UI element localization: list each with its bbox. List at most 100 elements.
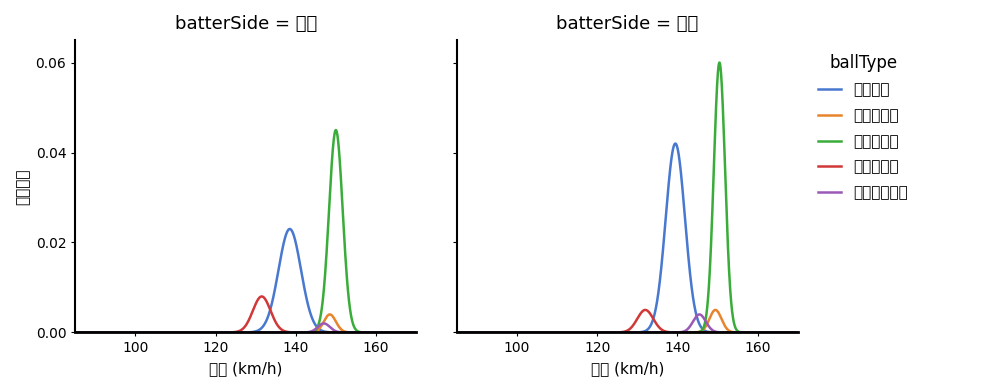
ツーシーム (49, 330, 61, 335)
Line: ストレート: ストレート (55, 130, 436, 332)
カットボール (234, 330, 246, 335)
カットボール (616, 330, 628, 335)
フォーク (616, 330, 628, 335)
ストレート (419, 330, 431, 335)
ストレート (234, 330, 246, 335)
フォーク (349, 330, 361, 335)
フォーク (801, 330, 813, 335)
フォーク (731, 330, 743, 335)
ツーシーム (349, 330, 361, 335)
ツーシーム (710, 308, 722, 312)
Y-axis label: 確率密度: 確率密度 (15, 168, 30, 204)
スライダー (731, 330, 743, 335)
フォーク (419, 330, 431, 335)
カットボール (606, 330, 618, 335)
ツーシーム (419, 330, 431, 335)
X-axis label: 球速 (km/h): 球速 (km/h) (590, 361, 664, 376)
カットボール (349, 330, 361, 335)
ストレート (606, 330, 618, 335)
スライダー (419, 330, 431, 335)
カットボール (224, 330, 236, 335)
ストレート (419, 330, 431, 335)
ツーシーム (801, 330, 813, 335)
Title: batterSide = 右打: batterSide = 右打 (174, 15, 317, 33)
カットボール (69, 330, 81, 335)
スライダー (234, 328, 246, 333)
Line: フォーク: フォーク (55, 229, 436, 332)
ストレート (224, 330, 236, 335)
スライダー (49, 330, 61, 335)
スライダー (256, 294, 268, 299)
カットボール (693, 312, 705, 317)
ツーシーム (616, 330, 628, 335)
スライダー (349, 330, 361, 335)
カットボール (731, 330, 743, 335)
ツーシーム (812, 330, 824, 335)
カットボール (419, 330, 431, 335)
ツーシーム (69, 330, 81, 335)
カットボール (801, 330, 813, 335)
ツーシーム (731, 330, 743, 335)
ストレート (431, 330, 443, 335)
ツーシーム (324, 312, 336, 317)
ツーシーム (801, 330, 813, 335)
スライダー (69, 330, 81, 335)
ストレート (451, 330, 463, 335)
カットボール (451, 330, 463, 335)
フォーク (419, 330, 431, 335)
フォーク (669, 141, 681, 146)
ストレート (731, 328, 743, 333)
ツーシーム (234, 330, 246, 335)
ストレート (349, 326, 361, 331)
ストレート (812, 330, 824, 335)
ストレート (430, 330, 442, 335)
フォーク (430, 330, 442, 335)
フォーク (284, 227, 296, 231)
カットボール (801, 330, 813, 335)
スライダー (616, 330, 628, 334)
ストレート (616, 330, 628, 335)
フォーク (234, 330, 246, 335)
フォーク (431, 330, 443, 335)
ツーシーム (451, 330, 463, 335)
フォーク (49, 330, 61, 335)
ツーシーム (430, 330, 442, 335)
Legend: フォーク, ツーシーム, ストレート, スライダー, カットボール: フォーク, ツーシーム, ストレート, スライダー, カットボール (812, 48, 914, 206)
カットボール (49, 330, 61, 335)
ツーシーム (224, 330, 236, 335)
スライダー (431, 330, 443, 335)
カットボール (431, 330, 443, 335)
スライダー (419, 330, 431, 335)
Title: batterSide = 左打: batterSide = 左打 (556, 15, 698, 33)
ツーシーム (431, 330, 443, 335)
Line: スライダー: スライダー (437, 310, 818, 332)
フォーク (606, 330, 618, 335)
ストレート (801, 330, 813, 335)
スライダー (639, 308, 651, 312)
スライダー (606, 330, 618, 335)
スライダー (801, 330, 813, 335)
カットボール (430, 330, 442, 335)
Line: ストレート: ストレート (437, 63, 818, 332)
Line: フォーク: フォーク (437, 143, 818, 332)
ストレート (714, 60, 726, 65)
スライダー (430, 330, 442, 335)
Line: カットボール: カットボール (437, 314, 818, 332)
カットボール (318, 321, 330, 326)
カットボール (419, 330, 431, 335)
Line: カットボール: カットボール (55, 323, 436, 332)
フォーク (224, 330, 236, 335)
ストレート (49, 330, 61, 335)
スライダー (812, 330, 824, 335)
フォーク (451, 330, 463, 335)
フォーク (801, 330, 813, 335)
ツーシーム (419, 330, 431, 335)
ストレート (801, 330, 813, 335)
Line: ツーシーム: ツーシーム (55, 314, 436, 332)
スライダー (801, 330, 813, 335)
フォーク (69, 330, 81, 335)
X-axis label: 球速 (km/h): 球速 (km/h) (209, 361, 282, 376)
ツーシーム (606, 330, 618, 335)
ストレート (69, 330, 81, 335)
スライダー (451, 330, 463, 335)
